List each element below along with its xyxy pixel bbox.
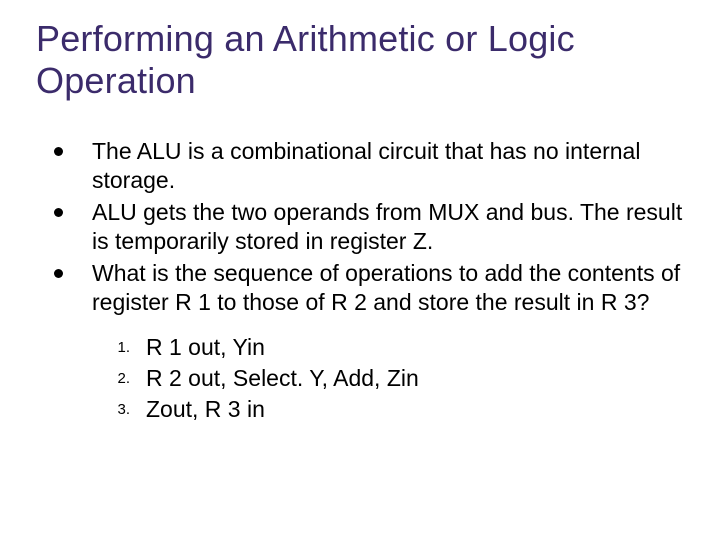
slide-title: Performing an Arithmetic or Logic Operat… — [36, 18, 690, 103]
bullet-item: ALU gets the two operands from MUX and b… — [46, 198, 690, 257]
list-number: 2. — [102, 369, 130, 389]
list-number: 1. — [102, 338, 130, 358]
bullet-list: The ALU is a combinational circuit that … — [36, 137, 690, 318]
numbered-item: 3. Zout, R 3 in — [102, 394, 690, 425]
bullet-item: What is the sequence of operations to ad… — [46, 259, 690, 318]
list-text: Zout, R 3 in — [146, 396, 265, 422]
list-number: 3. — [102, 400, 130, 420]
numbered-list: 1. R 1 out, Yin 2. R 2 out, Select. Y, A… — [36, 332, 690, 425]
numbered-item: 1. R 1 out, Yin — [102, 332, 690, 363]
list-text: R 2 out, Select. Y, Add, Zin — [146, 365, 419, 391]
list-text: R 1 out, Yin — [146, 334, 265, 360]
bullet-item: The ALU is a combinational circuit that … — [46, 137, 690, 196]
numbered-item: 2. R 2 out, Select. Y, Add, Zin — [102, 363, 690, 394]
slide: Performing an Arithmetic or Logic Operat… — [0, 0, 720, 540]
